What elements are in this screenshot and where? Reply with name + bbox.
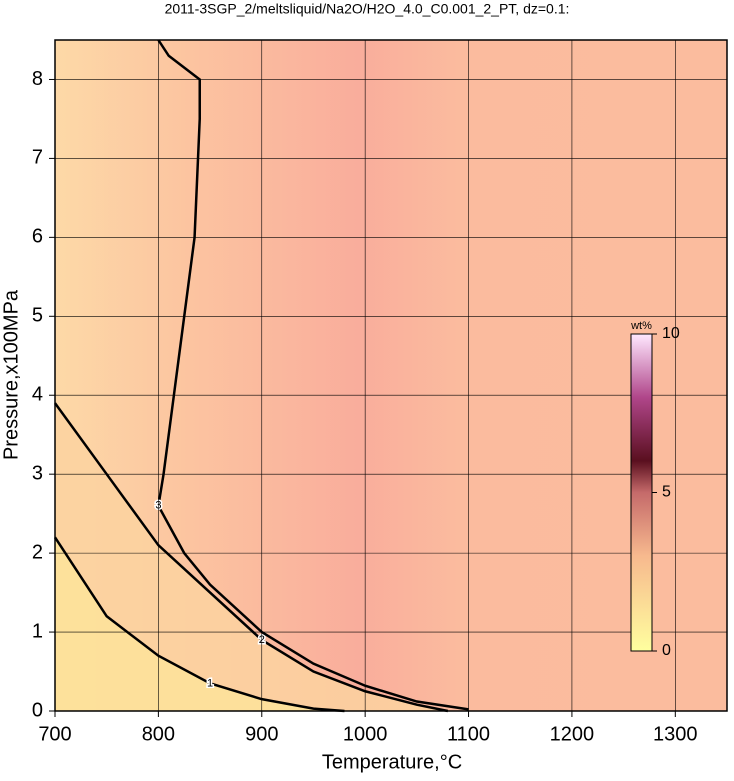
contour-line <box>53 536 345 713</box>
x-tick-label: 1200 <box>550 723 595 745</box>
y-tick-label: 7 <box>32 147 43 169</box>
colorbar-label: wt% <box>630 320 652 332</box>
x-tick-label: 1000 <box>343 723 388 745</box>
y-tick-label: 3 <box>32 462 43 484</box>
x-tick-label: 1100 <box>447 723 490 745</box>
contour-label: 1 <box>207 677 213 689</box>
colorbar-tick-label: 0 <box>662 642 671 659</box>
plot-frame <box>54 39 728 712</box>
contour-fill <box>55 403 448 711</box>
y-tick-label: 1 <box>32 620 43 642</box>
x-tick-label: 800 <box>142 723 175 745</box>
y-axis-label: Pressure,x100MPa <box>0 289 22 460</box>
x-tick-label: 1300 <box>653 723 698 745</box>
y-tick-label: 8 <box>32 68 43 90</box>
x-tick-label: 700 <box>38 723 71 745</box>
y-tick-label: 0 <box>32 699 43 721</box>
x-tick-label: 900 <box>245 723 278 745</box>
chart-title: 2011-3SGP_2/meltsliquid/Na2O/H2O_4.0_C0.… <box>165 1 570 17</box>
y-tick-label: 4 <box>32 384 43 406</box>
contour-line <box>157 39 469 711</box>
x-axis-label: Temperature,°C <box>322 751 462 773</box>
y-tick-label: 6 <box>32 226 43 248</box>
contour-fill <box>55 537 345 711</box>
y-tick-label: 5 <box>32 305 43 327</box>
colorbar-tick-label: 10 <box>662 325 680 342</box>
colorbar-tick-label: 5 <box>662 484 671 501</box>
y-tick-label: 2 <box>32 541 43 563</box>
colorbar <box>630 333 653 652</box>
